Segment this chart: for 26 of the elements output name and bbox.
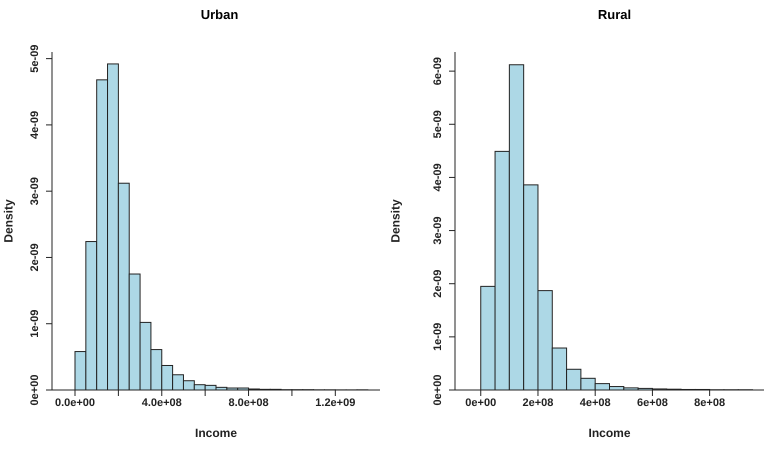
y-tick-label: 3e-09	[432, 216, 444, 245]
y-tick-label: 1e-09	[29, 310, 41, 338]
chart-title: Rural	[596, 6, 632, 24]
x-axis-title: Income	[194, 426, 238, 440]
x-tick-label: 8e+08	[694, 396, 726, 409]
y-tick-label: 3e-09	[29, 177, 41, 206]
x-tick-label: 4.0e+08	[142, 396, 182, 409]
y-axis-title: Density	[388, 199, 402, 243]
x-tick-label: 1.2e+09	[315, 396, 356, 409]
x-tick-label: 8.0e+08	[228, 396, 269, 409]
x-tick-label: 4e+08	[580, 396, 611, 409]
x-axis-title: Income	[588, 426, 631, 440]
y-tick-label: 5e-09	[29, 44, 41, 73]
y-tick-label: 2e-09	[29, 243, 41, 272]
y-tick-label: 2e-09	[432, 270, 444, 298]
x-tick-label: 0e+00	[465, 396, 496, 409]
chart-title: Urban	[200, 6, 240, 24]
y-tick-label: 6e-09	[432, 57, 444, 86]
y-tick-label: 5e-09	[432, 110, 444, 138]
y-tick-label: 4e-09	[29, 110, 41, 139]
y-tick-label: 4e-09	[432, 163, 444, 192]
x-tick-label: 6e+08	[636, 396, 668, 409]
x-tick-label: 0.0e+00	[54, 396, 96, 409]
x-tick-label: 2e+08	[522, 396, 554, 409]
y-tick-label: 1e-09	[432, 322, 444, 351]
y-axis-title: Density	[1, 199, 16, 243]
